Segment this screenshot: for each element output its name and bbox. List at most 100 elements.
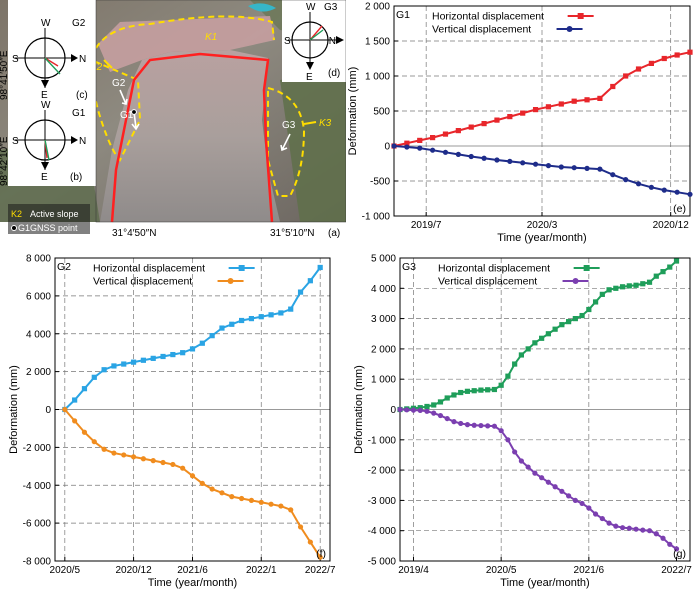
chart-g2-series-1-point (307, 539, 313, 545)
chart-g3-y-tick-label: 2 000 (371, 344, 396, 355)
chart-g1-y-tick-label: -1 000 (362, 212, 391, 223)
chart-g3-series-1-point (417, 407, 423, 414)
lake (248, 3, 276, 12)
chart-g2-station-label: G2 (57, 261, 71, 273)
chart-g1-legend-label-1: Vertical displacement (432, 24, 531, 36)
chart-g3-series-1-point (485, 423, 491, 429)
chart-g2-series-1-point (268, 501, 274, 507)
svg-text:W: W (306, 2, 316, 13)
chart-g1-y-tick-label: 0 (384, 142, 390, 153)
chart-g3-series-0-point (431, 402, 437, 408)
chart-g1-series-0-point (610, 83, 616, 90)
landslide-boundary (110, 52, 274, 223)
chart-g2-series-0-point (140, 357, 146, 363)
chart-g2-series-0-point (239, 317, 245, 324)
lat-label-bottom: 98°42′10″E (0, 136, 10, 186)
chart-g1-y-tick-label: -500 (370, 177, 390, 188)
chart-g1-y-tick-label: 500 (373, 107, 390, 118)
chart-g3-series-1-point (552, 484, 558, 490)
g1-deformation-chart: -1 000 -500 0 500 1 000 1 500 2 000 2019/7 2020/… (347, 2, 693, 244)
chart-g3-series-0-point (505, 373, 511, 379)
chart-g1-series-0-point (558, 101, 564, 107)
chart-g2-series-1-point (297, 524, 304, 530)
chart-g3-series-1-point (512, 449, 518, 455)
chart-g2-series-0-point (268, 312, 274, 318)
chart-g3-series-0-point (485, 387, 491, 393)
chart-g3-series-1-point (653, 531, 659, 537)
chart-g2-y-tick-label: 0 (45, 405, 51, 416)
legend-gnss-tag: G1 (18, 223, 30, 233)
chart-g1-series-0-point (481, 121, 487, 127)
chart-g1-x-tick-label: 2020/12 (653, 220, 690, 231)
chart-g3-panel-label: (g) (673, 548, 686, 560)
chart-g3-series-0-point (626, 283, 632, 289)
compass-g1: W S N E G1 (b) (12, 100, 86, 183)
chart-g2-series-1-point (317, 554, 323, 560)
chart-g3-series-1-point (505, 437, 511, 443)
chart-g1-series-0-point (417, 137, 423, 143)
chart-g2-series-0-point (209, 333, 215, 339)
chart-g1-series-1-point (687, 191, 693, 197)
chart-g2-series-0-point (111, 363, 117, 369)
chart-g2-legend-marker-0 (238, 265, 245, 271)
scarp-zone (98, 16, 275, 72)
chart-g1-series-0-point (507, 114, 513, 120)
chart-g3-series-0-point (572, 316, 578, 322)
chart-g3-series-0-point (646, 279, 653, 285)
chart-g2-y-axis-title: Deformation (mm) (8, 365, 20, 454)
chart-g1-series-0-point (623, 73, 629, 79)
chart-g2-series-0-point (121, 361, 127, 367)
chart-g3-series-0-point (545, 331, 551, 337)
legend-gnss-marker-icon (11, 225, 17, 231)
chart-g2-series-1-point (81, 429, 88, 435)
chart-g2-y-tick-label: 4 000 (26, 329, 51, 340)
chart-g1-series-1-point (520, 160, 526, 166)
chart-g3-legend-label-0: Horizontal displacement (438, 263, 550, 275)
chart-g1-series-1-point (597, 166, 603, 172)
point-label-g1: G1 (120, 110, 134, 121)
svg-text:(c): (c) (76, 90, 88, 101)
chart-g3-series-0-point (592, 299, 599, 305)
svg-text:W: W (41, 18, 51, 29)
chart-g3-series-1-point (619, 525, 626, 531)
chart-g2-series-1-point (278, 503, 284, 509)
chart-g2-series-1-point (180, 465, 186, 471)
chart-g3-series-1-point (451, 419, 457, 425)
chart-g3-y-axis-title: Deformation (mm) (353, 365, 365, 454)
chart-g3-series-1-point (498, 428, 504, 434)
chart-g3-series-0-point (579, 312, 585, 319)
chart-g1-series-0-point (674, 52, 680, 58)
chart-g3-series-1-point (478, 422, 484, 429)
chart-g1-series-1-point (584, 165, 590, 171)
chart-g2-series-1-point (72, 418, 78, 424)
chart-g3-legend-marker-0 (583, 265, 590, 271)
chart-g2-series-1-point (121, 452, 127, 458)
chart-g2-series-0-point (199, 340, 205, 346)
chart-g1-series-0-point (597, 95, 603, 101)
chart-g2-series-0-point (150, 355, 156, 361)
chart-g3-series-0-point (518, 352, 524, 358)
chart-g1-x-axis-title: Time (year/month) (497, 232, 586, 244)
chart-g3-series-0-point (451, 392, 457, 398)
legend-active-slope-label: Active slope (30, 209, 79, 219)
chart-g1-series-1-point (494, 157, 500, 163)
chart-g3-series-1-point (444, 415, 450, 422)
chart-g1-series-1-point (648, 184, 654, 190)
chart-g2-series-0-point (229, 321, 235, 327)
chart-g2-plot-frame (54, 257, 331, 562)
chart-g1-legend-label-0: Horizontal displacement (432, 11, 544, 23)
chart-g2-y-tick-label: -2 000 (23, 443, 52, 454)
chart-g2-series-1-point (150, 458, 156, 464)
chart-g3-y-tick-label: -3 000 (368, 496, 397, 507)
svg-text:S: S (12, 136, 19, 147)
chart-g1-y-tick-label: 2 000 (365, 2, 390, 13)
chart-g2-series-0-point (297, 289, 304, 295)
chart-g2-series-0-point (180, 350, 186, 356)
chart-g2-y-tick-label: -6 000 (23, 519, 52, 530)
chart-g1-plot-frame (393, 5, 691, 217)
chart-g3-series-1-point (599, 515, 605, 522)
chart-g3-series-0-point (458, 389, 464, 396)
chart-g2-series-1-point (62, 406, 68, 413)
chart-g2-series-1-point (140, 456, 146, 462)
chart-g3-series-0-point (599, 291, 605, 297)
